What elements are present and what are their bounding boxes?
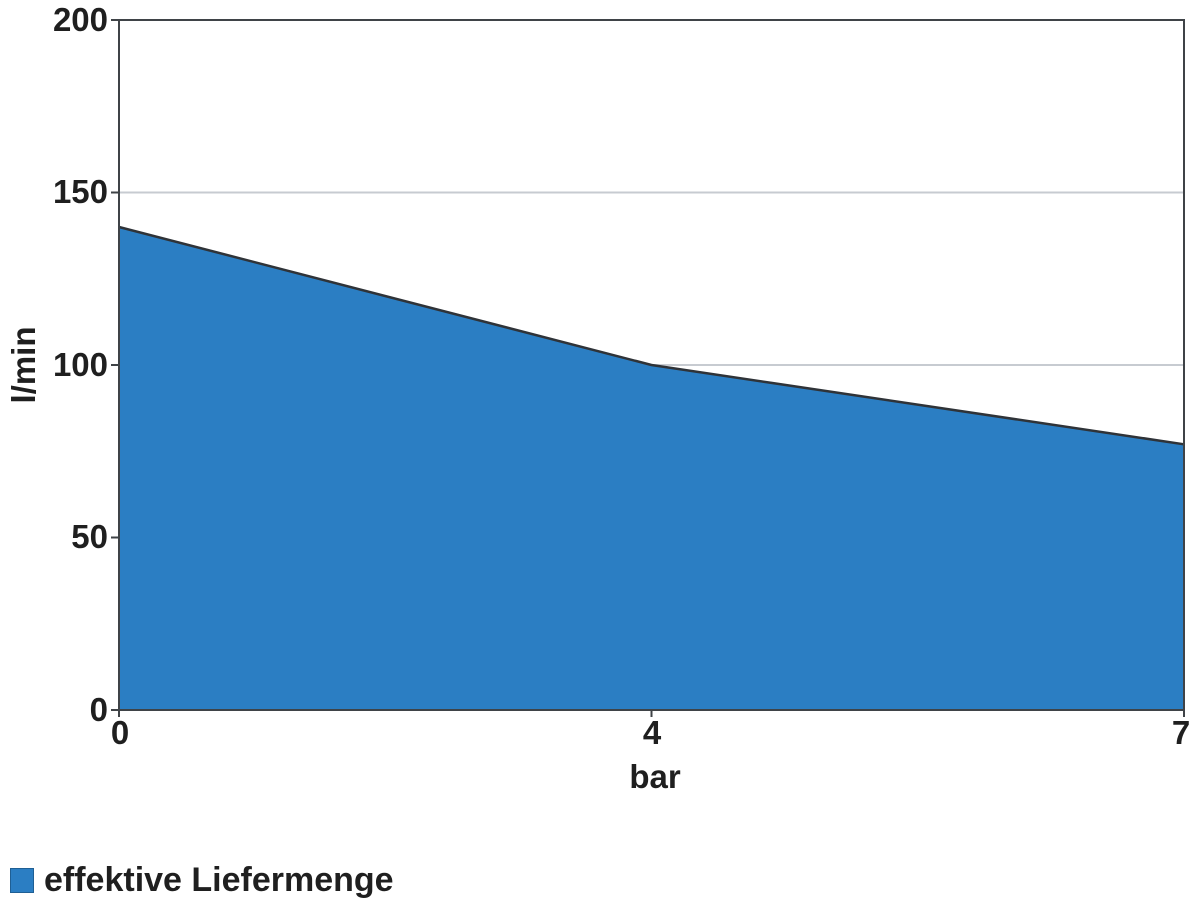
x-tick-label-7: 7 xyxy=(1171,714,1191,751)
axis-tick-marks xyxy=(111,19,1185,717)
y-axis-title: l/min xyxy=(5,326,42,404)
legend-item-label: effektive Liefermenge xyxy=(44,861,394,899)
y-tick-label-200: 200 xyxy=(52,1,108,38)
legend: effektive Liefermenge xyxy=(10,862,394,898)
y-tick-label-50: 50 xyxy=(71,518,108,555)
y-tick-label-150: 150 xyxy=(52,173,108,210)
x-tick-label-4: 4 xyxy=(642,714,662,751)
area-series-fill xyxy=(119,227,1184,710)
y-tick-label-0: 0 xyxy=(89,691,108,728)
plot-frame xyxy=(118,19,1185,711)
x-tick-label-0: 0 xyxy=(110,714,130,751)
area-series-line xyxy=(118,225,1185,446)
legend-swatch-icon xyxy=(10,867,34,893)
x-axis-title: bar xyxy=(629,758,681,795)
y-tick-label-100: 100 xyxy=(52,346,108,383)
